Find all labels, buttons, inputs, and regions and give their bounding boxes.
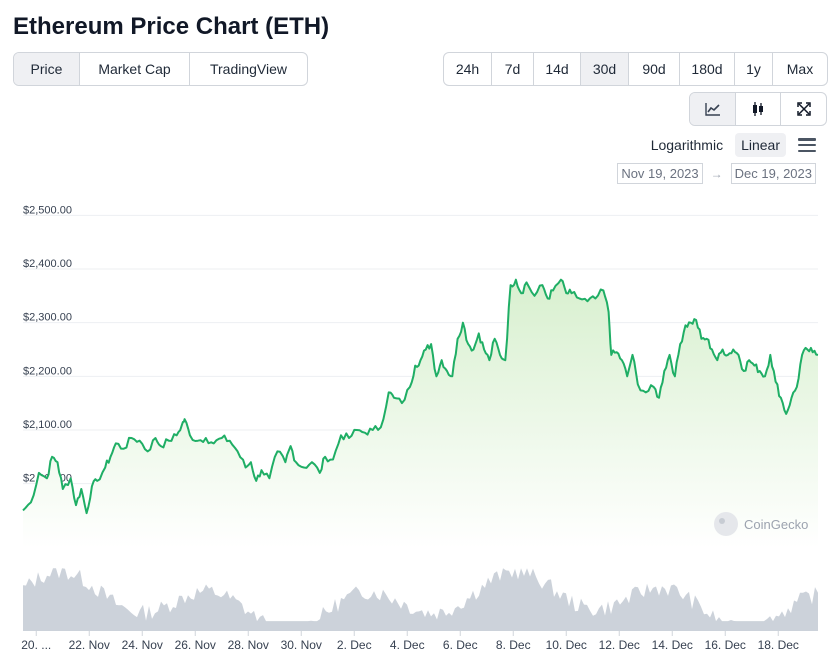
date-from-input[interactable]: Nov 19, 2023 [617,163,703,184]
tab-market-cap[interactable]: Market Cap [80,53,190,85]
coingecko-watermark: CoinGecko [744,517,808,532]
y-tick-label: $2,300.00 [23,312,72,324]
candlestick-icon [753,102,763,116]
fullscreen-button[interactable] [781,93,826,125]
range-7d[interactable]: 7d [492,53,534,85]
scale-options: Logarithmic Linear [645,133,816,157]
x-tick-label: 2. Dec [337,638,372,652]
coingecko-logo-icon [714,512,738,536]
range-180d[interactable]: 180d [680,53,735,85]
range-1y[interactable]: 1y [735,53,773,85]
volume-area [23,568,818,631]
x-tick-label: 12. Dec [599,638,640,652]
x-tick-label: 28. Nov [228,638,269,652]
page-title: Ethereum Price Chart (ETH) [13,13,330,40]
range-24h[interactable]: 24h [444,53,492,85]
date-arrow: → [710,166,723,181]
tab-price[interactable]: Price [14,53,80,85]
chart-menu-icon[interactable] [798,138,816,152]
line-chart-button[interactable] [690,93,736,125]
x-tick-label: 26. Nov [175,638,216,652]
x-tick-label: 6. Dec [443,638,478,652]
scale-logarithmic[interactable]: Logarithmic [650,137,724,153]
y-tick-label: $2,500.00 [23,204,72,216]
x-tick-label: 22. Nov [69,638,110,652]
x-tick-label: 16. Dec [705,638,746,652]
fullscreen-icon [796,102,811,116]
x-tick-label: 4. Dec [390,638,425,652]
candlestick-button[interactable] [736,93,781,125]
x-tick-label: 10. Dec [546,638,587,652]
x-tick-label: 30. Nov [281,638,322,652]
scale-linear[interactable]: Linear [735,133,786,157]
range-30d[interactable]: 30d [581,53,629,85]
chart-view-buttons [689,92,827,126]
price-area-fill [23,279,818,548]
date-range: Nov 19, 2023 → Dec 19, 2023 [617,163,816,184]
y-tick-label: $2,200.00 [23,365,72,377]
y-tick-label: $2,400.00 [23,258,72,270]
range-14d[interactable]: 14d [534,53,581,85]
price-line [22,278,819,515]
y-tick-label: $2,100.00 [23,419,72,431]
x-tick-label: 18. Dec [758,638,799,652]
chart-type-tabs: Price Market Cap TradingView [13,52,308,86]
tab-tradingview[interactable]: TradingView [209,61,288,77]
date-to-input[interactable]: Dec 19, 2023 [730,163,816,184]
range-90d[interactable]: 90d [629,53,680,85]
time-range-tabs: 24h 7d 14d 30d 90d 180d 1y Max [443,52,828,86]
x-tick-label: 24. Nov [122,638,163,652]
x-tick-label: 8. Dec [496,638,531,652]
range-max[interactable]: Max [786,61,814,77]
coingecko-logo-eye [719,518,725,524]
x-tick-label: 20. ... [21,638,51,652]
x-tick-label: 14. Dec [652,638,693,652]
line-chart-icon [704,103,720,116]
